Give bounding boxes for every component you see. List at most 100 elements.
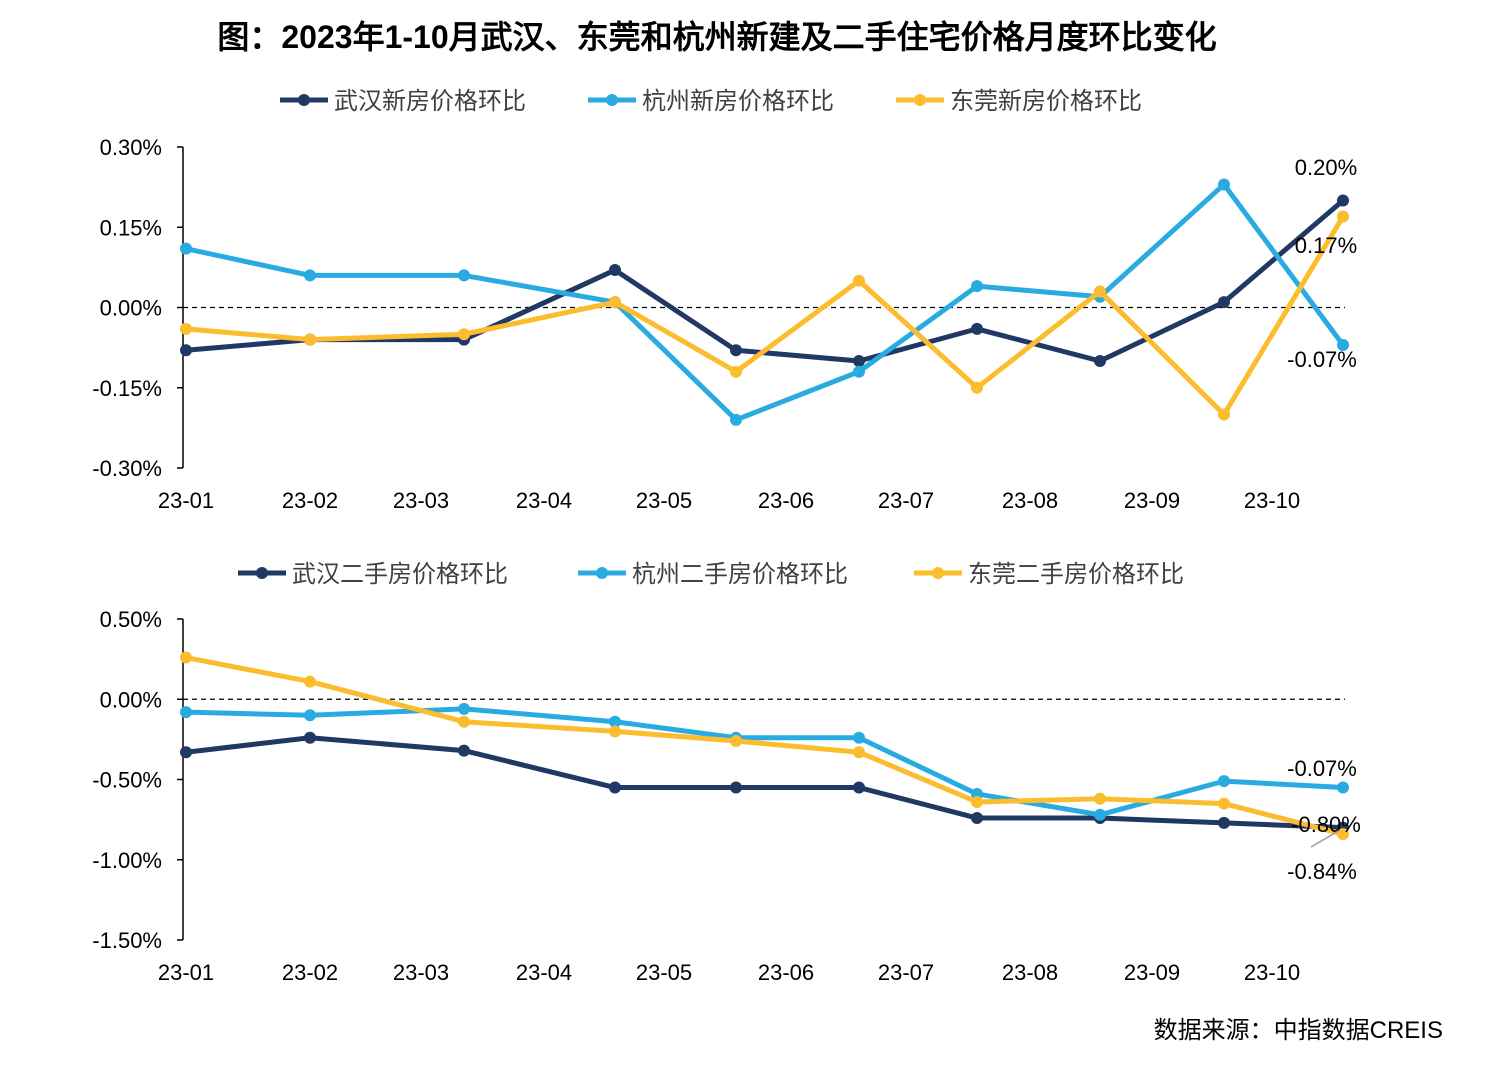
y-tick-label: -1.00% xyxy=(92,848,162,873)
data-point-dongguan xyxy=(180,322,192,335)
data-point-hangzhou xyxy=(853,731,865,744)
data-point-dongguan xyxy=(1337,828,1349,841)
data-point-dongguan xyxy=(1218,408,1230,421)
data-point-dongguan xyxy=(458,328,470,341)
data-point-wuhan xyxy=(1218,816,1230,829)
x-tick-label: 23-01 xyxy=(158,960,214,985)
data-point-wuhan xyxy=(180,746,192,759)
data-point-wuhan xyxy=(971,812,983,825)
chart-title: 图：2023年1-10月武汉、东莞和杭州新建及二手住宅价格月度环比变化 xyxy=(217,19,1216,55)
second-hand-price-chart: 武汉二手房价格环比 杭州二手房价格环比 东莞二手房价格环比 0.50% 0.00%… xyxy=(92,561,1361,985)
data-point-hangzhou xyxy=(609,715,621,728)
end-value-label: 0.17% xyxy=(1295,233,1357,258)
data-point-dongguan xyxy=(971,381,983,394)
x-tick-label: 23-02 xyxy=(282,488,338,513)
x-tick-label: 23-06 xyxy=(758,488,814,513)
data-point-hangzhou xyxy=(1218,775,1230,788)
data-point-wuhan xyxy=(853,355,865,367)
y-tick-label: 0.00% xyxy=(100,296,162,321)
data-point-hangzhou xyxy=(304,709,316,722)
data-point-dongguan xyxy=(304,333,316,346)
data-point-wuhan xyxy=(1218,296,1230,309)
plot-area: 0.50% 0.00% -0.50% -1.00% -1.50% 23-01 23-02 23… xyxy=(92,607,1361,985)
legend-item-wuhan-new: 武汉新房价格环比 xyxy=(280,88,526,115)
x-tick-label: 23-03 xyxy=(393,960,449,985)
x-tick-label: 23-08 xyxy=(1002,488,1058,513)
data-point-wuhan xyxy=(730,344,742,357)
legend-item-hangzhou-second: 杭州二手房价格环比 xyxy=(578,561,848,588)
data-point-wuhan xyxy=(853,781,865,794)
data-point-dongguan xyxy=(730,734,742,747)
data-point-wuhan xyxy=(971,322,983,335)
series-line-hangzhou xyxy=(185,181,1346,423)
x-tick-label: 23-05 xyxy=(636,488,692,513)
x-tick-label: 23-03 xyxy=(393,488,449,513)
data-point-hangzhou xyxy=(180,242,192,255)
series-line-hangzhou xyxy=(185,706,1344,818)
series-line-dongguan xyxy=(185,655,1344,837)
data-point-dongguan xyxy=(730,365,742,378)
legend-label: 杭州新房价格环比 xyxy=(642,88,834,115)
label-leader-line xyxy=(1310,829,1341,848)
data-point-dongguan xyxy=(609,725,621,738)
data-point-wuhan xyxy=(609,264,621,277)
data-point-hangzhou xyxy=(853,365,865,378)
data-point-hangzhou xyxy=(730,413,742,426)
data-point-wuhan xyxy=(1094,355,1106,367)
end-value-label: -0.80% xyxy=(1291,812,1361,837)
legend-label: 东莞新房价格环比 xyxy=(950,88,1142,115)
y-tick-label: -1.50% xyxy=(92,928,162,953)
legend: 武汉二手房价格环比 杭州二手房价格环比 东莞二手房价格环比 xyxy=(238,561,1184,588)
data-point-dongguan xyxy=(1094,792,1106,805)
data-point-hangzhou xyxy=(304,269,316,282)
legend-item-hangzhou-new: 杭州新房价格环比 xyxy=(588,88,834,115)
end-value-label: 0.20% xyxy=(1295,155,1357,180)
y-tick-label: -0.50% xyxy=(92,768,162,793)
new-home-price-chart: 武汉新房价格环比 杭州新房价格环比 东莞新房价格环比 0.30% 0.15% 0.0… xyxy=(92,88,1357,513)
data-point-hangzhou xyxy=(1337,338,1349,351)
x-tick-label: 23-09 xyxy=(1124,488,1180,513)
x-tick-label: 23-05 xyxy=(636,960,692,985)
x-tick-label: 23-01 xyxy=(158,488,214,513)
end-value-label: -0.07% xyxy=(1287,347,1357,372)
data-point-hangzhou xyxy=(971,280,983,293)
data-point-dongguan xyxy=(1218,797,1230,810)
data-point-dongguan xyxy=(180,651,192,664)
data-point-wuhan xyxy=(730,781,742,794)
data-point-wuhan xyxy=(609,781,621,794)
data-point-wuhan xyxy=(1337,194,1349,207)
y-tick-label: -0.15% xyxy=(92,376,162,401)
data-point-wuhan xyxy=(180,344,192,357)
data-point-hangzhou xyxy=(180,706,192,719)
end-value-label: -0.07% xyxy=(1287,756,1357,781)
data-point-dongguan xyxy=(609,296,621,309)
data-point-dongguan xyxy=(853,274,865,287)
legend-label: 武汉二手房价格环比 xyxy=(292,561,508,588)
x-tick-label: 23-10 xyxy=(1244,960,1300,985)
x-tick-label: 23-09 xyxy=(1124,960,1180,985)
legend-item-dongguan-second: 东莞二手房价格环比 xyxy=(914,561,1184,588)
y-tick-label: -0.30% xyxy=(92,456,162,481)
data-point-dongguan xyxy=(458,715,470,728)
x-tick-label: 23-06 xyxy=(758,960,814,985)
y-tick-label: 0.00% xyxy=(100,687,162,712)
x-tick-label: 23-08 xyxy=(1002,960,1058,985)
x-tick-label: 23-07 xyxy=(878,488,934,513)
data-point-wuhan xyxy=(458,744,470,757)
x-tick-label: 23-02 xyxy=(282,960,338,985)
plot-area: 0.30% 0.15% 0.00% -0.15% -0.30% 23-01 23-02 23-… xyxy=(92,135,1357,513)
data-point-hangzhou xyxy=(1094,808,1106,821)
legend-label: 武汉新房价格环比 xyxy=(334,88,526,115)
data-point-hangzhou xyxy=(458,269,470,282)
data-point-dongguan xyxy=(971,795,983,808)
legend-label: 杭州二手房价格环比 xyxy=(632,561,848,588)
x-tick-label: 23-04 xyxy=(516,488,572,513)
legend: 武汉新房价格环比 杭州新房价格环比 东莞新房价格环比 xyxy=(280,88,1142,115)
data-point-dongguan xyxy=(1337,210,1349,223)
legend-item-dongguan-new: 东莞新房价格环比 xyxy=(896,88,1142,115)
data-point-dongguan xyxy=(853,746,865,759)
legend-label: 东莞二手房价格环比 xyxy=(968,561,1184,588)
legend-item-wuhan-second: 武汉二手房价格环比 xyxy=(238,561,508,588)
series-line-wuhan xyxy=(185,735,1344,831)
data-point-dongguan xyxy=(304,675,316,688)
